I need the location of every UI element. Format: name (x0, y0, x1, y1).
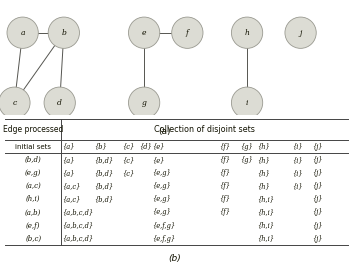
Text: d: d (57, 99, 62, 107)
Circle shape (231, 17, 263, 48)
Text: {j}: {j} (313, 156, 323, 164)
Text: {f}: {f} (219, 208, 230, 216)
Text: {f}: {f} (219, 156, 230, 164)
Circle shape (0, 87, 30, 118)
Text: {e}: {e} (152, 143, 164, 151)
Text: h: h (245, 29, 250, 37)
Text: {h,i}: {h,i} (257, 208, 274, 216)
Text: {a,b,c,d}: {a,b,c,d} (63, 208, 94, 216)
Text: {i}: {i} (292, 182, 303, 190)
Circle shape (285, 17, 316, 48)
Text: {f}: {f} (219, 195, 230, 203)
Text: {e}: {e} (152, 156, 164, 164)
Circle shape (44, 87, 75, 118)
Text: (h,i): (h,i) (26, 195, 41, 203)
Text: {h,i}: {h,i} (257, 235, 274, 243)
Text: {e,f,g}: {e,f,g} (152, 235, 175, 243)
Text: {j}: {j} (313, 169, 323, 177)
Text: Edge processed: Edge processed (3, 125, 63, 134)
Text: b: b (61, 29, 66, 37)
Text: {h,i}: {h,i} (257, 221, 274, 229)
Text: {h,i}: {h,i} (257, 195, 274, 203)
Text: g: g (142, 99, 147, 107)
Text: {e,f,g}: {e,f,g} (152, 221, 175, 229)
Text: e: e (142, 29, 146, 37)
Text: {h}: {h} (257, 182, 270, 190)
Text: {h}: {h} (257, 143, 270, 151)
Text: {f}: {f} (219, 169, 230, 177)
Text: {a}: {a} (63, 143, 75, 151)
Text: c: c (12, 99, 16, 107)
Text: {f}: {f} (219, 182, 230, 190)
Text: {i}: {i} (292, 169, 303, 177)
Text: i: i (246, 99, 248, 107)
Text: {g}: {g} (240, 156, 252, 164)
Circle shape (128, 17, 160, 48)
Text: f: f (186, 29, 189, 37)
Text: {j}: {j} (313, 208, 323, 216)
Text: {c}: {c} (122, 169, 135, 177)
Text: {j}: {j} (313, 143, 323, 151)
Text: {f}: {f} (219, 143, 230, 151)
Text: (a,b): (a,b) (25, 208, 41, 216)
Text: {j}: {j} (313, 221, 323, 229)
Text: {h}: {h} (257, 156, 270, 164)
Text: {c}: {c} (122, 156, 135, 164)
Text: {h}: {h} (257, 169, 270, 177)
Text: {b,d}: {b,d} (94, 195, 114, 203)
Text: {i}: {i} (292, 143, 303, 151)
Text: {a,c}: {a,c} (63, 195, 81, 203)
Text: (e,g): (e,g) (25, 169, 41, 177)
Text: {a,b,c,d}: {a,b,c,d} (63, 235, 94, 243)
Text: {j}: {j} (313, 195, 323, 203)
Text: (e,f): (e,f) (26, 221, 41, 229)
Text: (b,c): (b,c) (25, 235, 41, 243)
Text: {j}: {j} (313, 235, 323, 243)
Text: {a,b,c,d}: {a,b,c,d} (63, 221, 94, 229)
Text: {b,d}: {b,d} (94, 169, 114, 177)
Circle shape (7, 17, 38, 48)
Text: j: j (299, 29, 302, 37)
Text: (a): (a) (159, 127, 171, 136)
Text: {e,g}: {e,g} (152, 195, 171, 203)
Circle shape (48, 17, 79, 48)
Text: {b}: {b} (94, 143, 107, 151)
Text: {i}: {i} (292, 156, 303, 164)
Text: (b): (b) (169, 253, 181, 262)
Text: (b,d): (b,d) (25, 156, 42, 164)
Text: {e,g}: {e,g} (152, 208, 171, 216)
Text: {c}: {c} (122, 143, 135, 151)
Text: {b,d}: {b,d} (94, 182, 114, 190)
Text: {j}: {j} (313, 182, 323, 190)
Circle shape (231, 87, 263, 118)
Text: {a}: {a} (63, 156, 75, 164)
Text: {e,g}: {e,g} (152, 169, 171, 177)
Text: {d}: {d} (140, 143, 152, 151)
Text: {b,d}: {b,d} (94, 156, 114, 164)
Text: {a}: {a} (63, 169, 75, 177)
Circle shape (128, 87, 160, 118)
Text: (a,c): (a,c) (25, 182, 41, 190)
Text: initial sets: initial sets (15, 144, 51, 150)
Text: Collection of disjoint sets: Collection of disjoint sets (154, 125, 255, 134)
Text: {g}: {g} (240, 143, 252, 151)
Circle shape (172, 17, 203, 48)
Text: a: a (20, 29, 25, 37)
Text: {a,c}: {a,c} (63, 182, 81, 190)
Text: {e,g}: {e,g} (152, 182, 171, 190)
